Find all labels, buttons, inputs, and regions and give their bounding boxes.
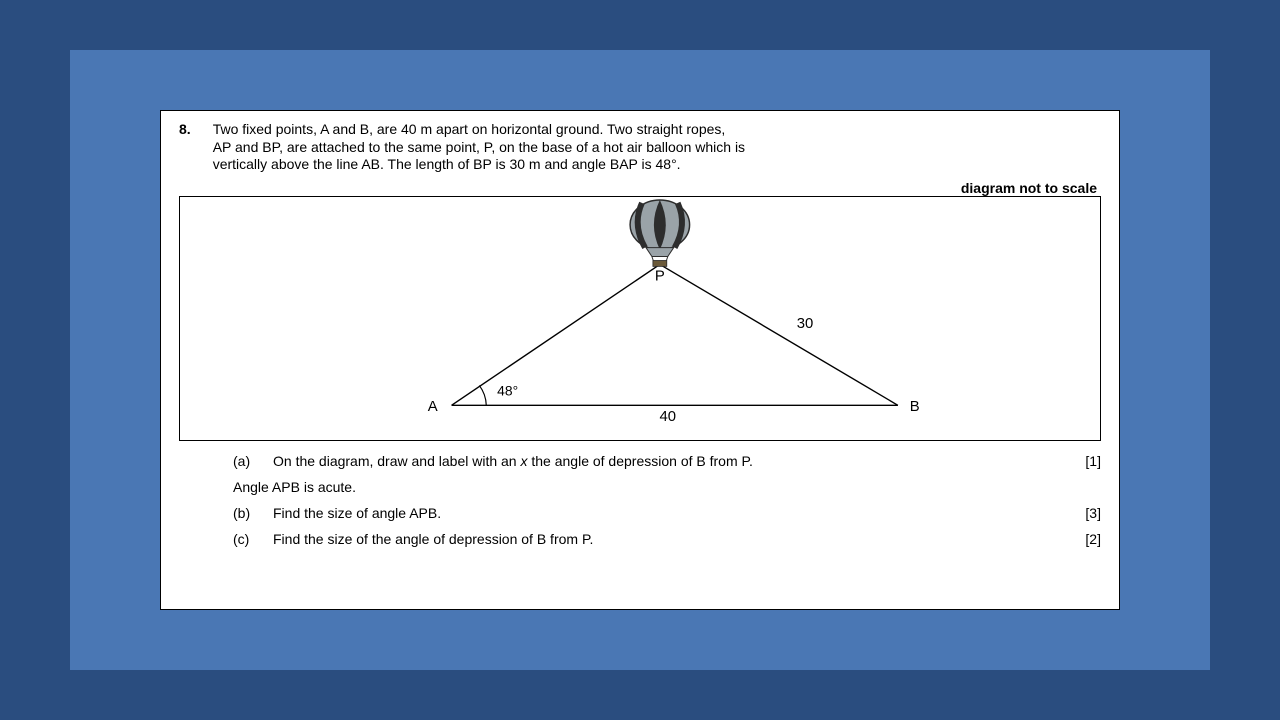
outer-frame: 8. Two fixed points, A and B, are 40 m a… [70,50,1210,670]
angle-arc [479,385,486,405]
scale-note: diagram not to scale [179,180,1101,196]
part-c: (c) Find the size of the angle of depres… [233,531,1101,547]
question-line-2: AP and BP, are attached to the same poin… [213,139,745,155]
line-bp [660,264,898,405]
part-b-label: (b) [233,505,273,521]
question-number: 8. [179,121,191,174]
part-c-label: (c) [233,531,273,547]
label-b: B [910,399,920,415]
balloon-icon [630,199,690,265]
part-c-marks: [2] [1061,531,1101,547]
part-a-post: the angle of depression of B from P. [527,453,752,469]
question-line-3: vertically above the line AB. The length… [213,156,681,172]
part-a: (a) On the diagram, draw and label with … [233,453,1101,469]
apb-note: Angle APB is acute. [233,479,1101,495]
part-c-text: Find the size of the angle of depression… [273,531,1061,547]
label-angle: 48° [497,382,518,398]
part-a-label: (a) [233,453,273,469]
label-p: P [655,268,665,284]
part-a-marks: [1] [1061,453,1101,469]
triangle-diagram: P A B 48° 30 40 [180,197,1100,440]
label-a: A [428,399,438,415]
label-ab-length: 40 [660,409,677,425]
exam-page: 8. Two fixed points, A and B, are 40 m a… [160,110,1120,610]
label-bp-length: 30 [797,315,814,331]
question-line-1: Two fixed points, A and B, are 40 m apar… [213,121,726,137]
part-a-pre: On the diagram, draw and label with an [273,453,520,469]
part-b-marks: [3] [1061,505,1101,521]
part-b-text: Find the size of angle APB. [273,505,1061,521]
question-parts: (a) On the diagram, draw and label with … [179,453,1101,547]
question-header: 8. Two fixed points, A and B, are 40 m a… [179,121,1101,174]
part-a-text: On the diagram, draw and label with an x… [273,453,1061,469]
question-text: Two fixed points, A and B, are 40 m apar… [213,121,745,174]
diagram-container: P A B 48° 30 40 [179,196,1101,441]
part-b: (b) Find the size of angle APB. [3] [233,505,1101,521]
line-ap [452,264,660,405]
